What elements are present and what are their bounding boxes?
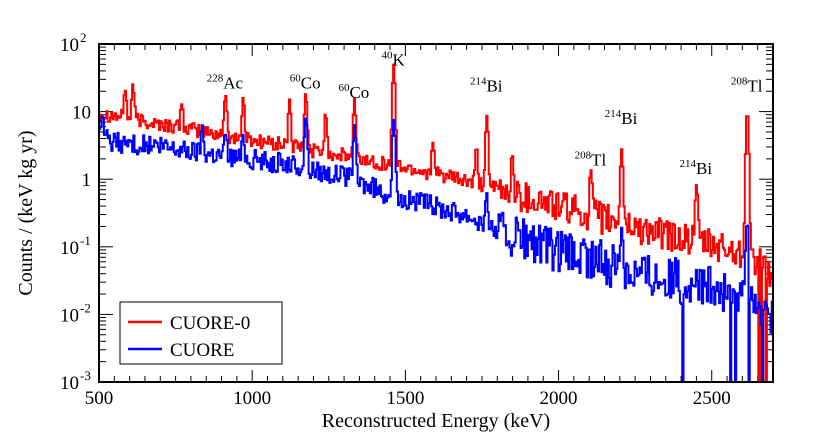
- legend-label-cuore-0: CUORE-0: [170, 313, 250, 334]
- y-tick-label: 10: [60, 35, 79, 56]
- peak-label: 228Ac: [207, 72, 244, 92]
- x-axis-label: Reconstructed Energy (keV): [322, 410, 550, 432]
- x-tick-label: 2500: [693, 388, 731, 409]
- x-tick-label: 500: [85, 388, 114, 409]
- x-tick-label: 1500: [386, 388, 424, 409]
- y-tick-exponent: -3: [80, 368, 91, 383]
- peak-label: 60Co: [338, 82, 369, 102]
- peak-label: 214Bi: [470, 75, 503, 95]
- y-tick-label: 10: [60, 238, 79, 259]
- y-tick-label: 10: [72, 103, 91, 124]
- x-tick-label: 2000: [540, 388, 578, 409]
- y-tick-exponent: -1: [80, 233, 91, 248]
- y-axis-label: Counts / (keV kg yr): [15, 130, 37, 295]
- y-tick-label: 10: [60, 373, 79, 394]
- peak-label: 60Co: [290, 72, 321, 92]
- peak-label: 208Tl: [575, 149, 607, 169]
- series-line-cuore: [99, 115, 773, 382]
- y-tick-label: 10: [60, 305, 79, 326]
- y-tick-exponent: 2: [80, 30, 87, 45]
- plot-frame: [98, 43, 774, 383]
- legend-label-cuore: CUORE: [170, 340, 234, 361]
- peak-label: 40K: [381, 50, 405, 70]
- y-tick-exponent: -2: [80, 300, 91, 315]
- peak-label: 214Bi: [680, 158, 713, 178]
- peak-label-layer: 228Ac 60Co 60Co 40K 214Bi 208Tl 214Bi 214Bi 208T…: [207, 50, 763, 178]
- peak-label: 208Tl: [731, 75, 763, 95]
- x-tick-label: 1000: [233, 388, 271, 409]
- peak-label: 214Bi: [605, 108, 638, 128]
- y-tick-label: 1: [82, 170, 92, 191]
- legend-box: [119, 301, 283, 365]
- series-line-cuore-0: [99, 63, 773, 382]
- legend: CUORE-0 CUORE: [119, 301, 283, 365]
